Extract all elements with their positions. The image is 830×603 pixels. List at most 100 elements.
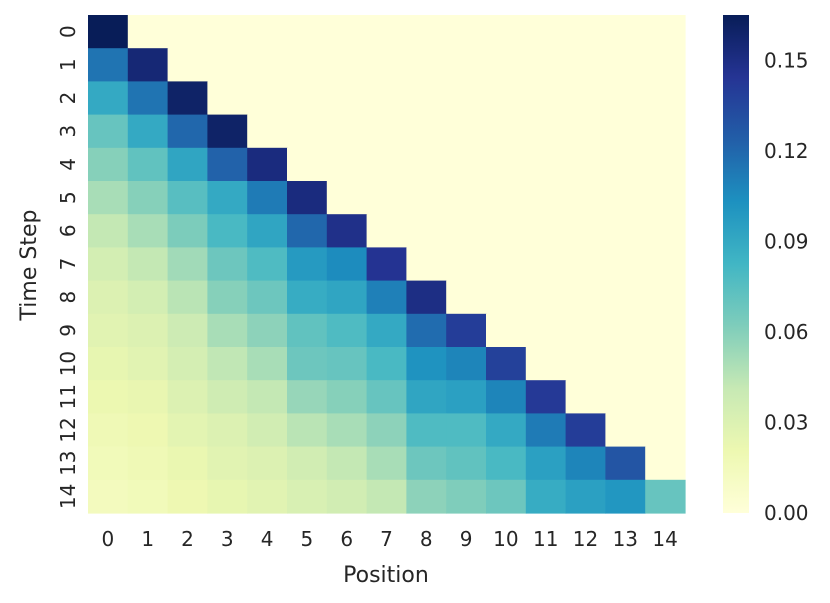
heatmap-cell <box>167 214 208 248</box>
heatmap-cell <box>525 81 567 116</box>
heatmap-cell <box>207 446 248 481</box>
heatmap-cell <box>247 15 288 49</box>
heatmap-cell <box>127 15 169 49</box>
heatmap-cell <box>525 380 567 414</box>
x-tick-label: 14 <box>652 527 677 551</box>
heatmap-cell <box>207 413 248 448</box>
heatmap-cell <box>127 313 169 348</box>
heatmap-cell <box>287 48 328 82</box>
heatmap-cell <box>406 114 447 149</box>
heatmap-cell <box>207 147 248 182</box>
heatmap-cell <box>525 181 567 215</box>
heatmap-cell <box>446 214 487 248</box>
heatmap-cell <box>88 446 129 481</box>
colorbar-gradient <box>723 15 749 513</box>
heatmap-cell <box>127 147 169 182</box>
x-tick-label: 7 <box>380 527 393 551</box>
heatmap-cell <box>605 147 646 182</box>
heatmap-cell <box>127 380 169 414</box>
heatmap-cell <box>446 280 487 315</box>
heatmap-cell <box>167 313 208 348</box>
heatmap-cell <box>565 147 606 182</box>
heatmap-cell <box>565 446 606 481</box>
heatmap-cell <box>486 181 527 215</box>
heatmap-cell <box>207 347 248 381</box>
heatmap-cell <box>326 347 368 381</box>
heatmap-cell <box>645 48 686 82</box>
x-tick-label: 4 <box>261 527 274 551</box>
heatmap-cell <box>247 114 288 149</box>
heatmap-cell <box>406 446 447 481</box>
heatmap-cell <box>605 48 646 82</box>
x-tick-label: 13 <box>613 527 638 551</box>
heatmap-cell <box>287 313 328 348</box>
heatmap-cell <box>486 114 527 149</box>
heatmap-cell <box>525 114 567 149</box>
x-tick-label: 1 <box>141 527 154 551</box>
colorbar-tick-label: 0.12 <box>764 139 809 163</box>
heatmap-cell <box>486 479 527 514</box>
heatmap-cell <box>486 413 527 448</box>
heatmap-cell <box>486 446 527 481</box>
heatmap-cell <box>406 247 447 282</box>
heatmap-cell <box>326 114 368 149</box>
y-tick-label: 8 <box>56 291 80 304</box>
heatmap-cell <box>247 479 288 514</box>
heatmap-cell <box>127 479 169 514</box>
heatmap-cell <box>88 380 129 414</box>
y-tick-label: 0 <box>56 25 80 38</box>
x-tick-label: 5 <box>301 527 314 551</box>
heatmap-cell <box>525 280 567 315</box>
heatmap-cell <box>247 380 288 414</box>
heatmap-cell <box>167 347 208 381</box>
heatmap-cell <box>406 81 447 116</box>
heatmap-cell <box>167 15 208 49</box>
heatmap-cell <box>525 48 567 82</box>
heatmap-cell <box>406 479 447 514</box>
heatmap-cell <box>565 313 606 348</box>
heatmap-cell <box>127 214 169 248</box>
heatmap-cell <box>326 446 368 481</box>
heatmap-cell <box>287 147 328 182</box>
heatmap-cell <box>88 347 129 381</box>
heatmap-cell <box>406 147 447 182</box>
heatmap-cell <box>167 81 208 116</box>
heatmap-cell <box>406 313 447 348</box>
heatmap-cell <box>645 413 686 448</box>
heatmap-cell <box>287 413 328 448</box>
heatmap-cell <box>207 214 248 248</box>
heatmap-cell <box>645 114 686 149</box>
heatmap-cell <box>565 413 606 448</box>
heatmap-cell <box>446 247 487 282</box>
heatmap-cell <box>525 347 567 381</box>
heatmap-cell <box>167 413 208 448</box>
heatmap-cell <box>207 181 248 215</box>
y-tick-label: 2 <box>56 92 80 105</box>
heatmap-cell <box>645 81 686 116</box>
heatmap-cell <box>525 413 567 448</box>
heatmap-cell <box>486 247 527 282</box>
heatmap-cell <box>207 247 248 282</box>
heatmap-cell <box>366 81 407 116</box>
heatmap-cell <box>406 214 447 248</box>
heatmap-cell <box>565 181 606 215</box>
heatmap-cell <box>645 247 686 282</box>
y-tick-label: 1 <box>56 58 80 71</box>
heatmap-cell <box>645 147 686 182</box>
heatmap-cell <box>207 380 248 414</box>
heatmap-cell <box>207 114 248 149</box>
heatmap-cell <box>167 247 208 282</box>
y-tick-label: 10 <box>56 351 80 376</box>
heatmap-cell <box>287 15 328 49</box>
heatmap-cell <box>127 114 169 149</box>
heatmap-cell <box>326 280 368 315</box>
heatmap-cell <box>525 214 567 248</box>
heatmap-cell <box>406 380 447 414</box>
heatmap-cell <box>287 347 328 381</box>
heatmap-cell <box>525 147 567 182</box>
heatmap-cell <box>565 15 606 49</box>
heatmap-cell <box>565 214 606 248</box>
heatmap-cell <box>88 81 129 116</box>
